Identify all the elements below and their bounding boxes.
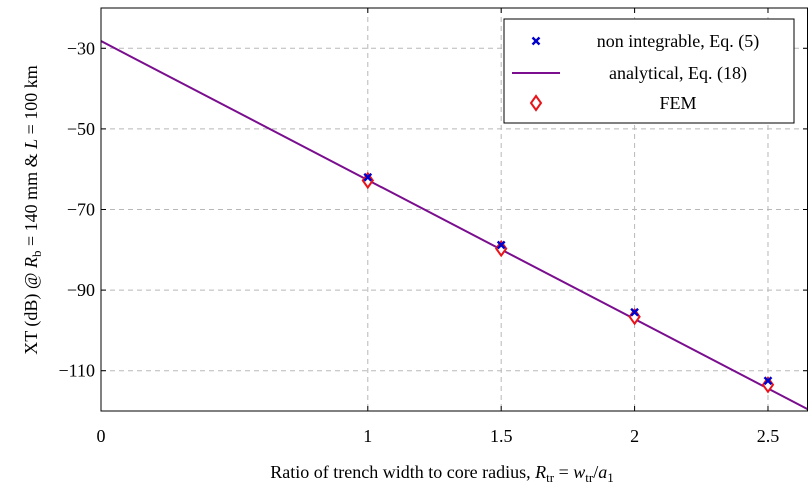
tick-labels: 0 1 1.5 2 2.5 −30 −50 −70 −90 −110	[59, 38, 780, 446]
legend-label: FEM	[659, 93, 696, 113]
y-tick-label: −70	[67, 200, 95, 220]
series-non-integrable	[363, 172, 773, 386]
plot-data	[101, 40, 808, 411]
grid	[100, 8, 808, 411]
legend-label: non integrable, Eq. (5)	[597, 31, 759, 52]
legend-entry: FEM	[529, 93, 697, 113]
y-tick-label: −90	[67, 280, 95, 300]
x-marker-stroke	[531, 36, 541, 46]
x-tick-label: 0	[97, 426, 106, 446]
diamond-marker	[494, 239, 508, 258]
x-tick-label: 1.5	[490, 426, 513, 446]
x-marker-stroke	[363, 172, 373, 182]
x-marker-stroke	[763, 376, 773, 386]
diamond-marker	[529, 94, 543, 112]
legend-entry: analytical, Eq. (18)	[512, 63, 747, 84]
legend: non integrable, Eq. (5) analytical, Eq. (…	[503, 18, 795, 124]
legend-entry: non integrable, Eq. (5)	[531, 31, 759, 52]
x-tick-label: 1	[363, 426, 372, 446]
x-marker-stroke	[630, 307, 639, 317]
y-axis-title: XT (dB) @ Rb = 140 mm & L = 100 km	[21, 65, 44, 355]
x-marker-stroke	[496, 240, 506, 250]
x-tick-label: 2	[630, 426, 639, 446]
y-tick-label: −30	[67, 38, 95, 58]
x-axis-title: Ratio of trench width to core radius, Rt…	[270, 462, 614, 485]
diamond-marker	[361, 171, 375, 190]
series-line-analytical	[101, 40, 808, 411]
y-tick-label: −110	[59, 361, 95, 381]
x-tick-label: 2.5	[757, 426, 780, 446]
legend-label: analytical, Eq. (18)	[609, 63, 747, 84]
legend-box	[503, 18, 795, 124]
y-tick-label: −50	[67, 119, 95, 139]
